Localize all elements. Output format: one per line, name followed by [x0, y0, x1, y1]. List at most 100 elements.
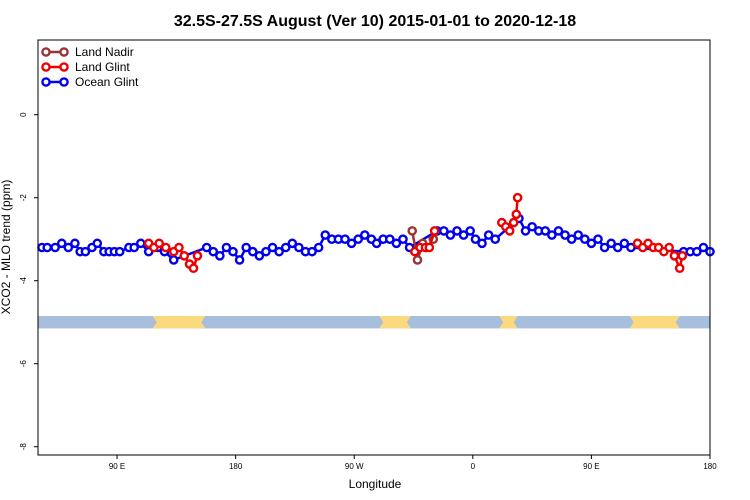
ocean-glint-point	[129, 242, 139, 253]
legend-label-land-glint: Land Glint	[75, 60, 130, 74]
ocean-glint-point	[215, 250, 225, 261]
y-tick-label: 0	[19, 112, 28, 117]
ocean-glint-point	[465, 226, 475, 236]
ocean-glint-point	[566, 234, 577, 244]
ocean-glint-point	[599, 242, 610, 253]
ocean-glint-point	[490, 234, 501, 244]
land-nadir-point	[412, 255, 423, 265]
ocean-glint-point	[254, 250, 265, 261]
land-glint-point	[511, 209, 522, 220]
ocean-glint-point	[586, 238, 597, 249]
ocean-glint-point	[619, 238, 630, 249]
ocean-glint-point	[201, 242, 212, 253]
y-axis: 0 -2 -4 -6 -8	[19, 112, 38, 450]
land-glint-point	[154, 238, 165, 249]
ocean-glint-point	[580, 234, 590, 244]
x-tick-label: 180	[703, 462, 717, 471]
y-tick-label: -2	[19, 194, 28, 202]
ocean-glint-point	[80, 246, 91, 257]
ocean-glint-point	[70, 238, 80, 249]
y-axis-label: XCO2 - MLO trend (ppm)	[0, 180, 13, 315]
legend-marker-land-nadir	[41, 47, 51, 57]
ocean-glint-point	[168, 255, 179, 265]
ocean-glint-point	[307, 246, 317, 257]
ocean-band	[38, 315, 710, 329]
ocean-glint-point	[520, 226, 531, 236]
ocean-glint-point	[353, 234, 363, 244]
ocean-glint-point	[63, 242, 74, 253]
land-band-segment	[152, 315, 206, 329]
chart-title: 32.5S-27.5S August (Ver 10) 2015-01-01 t…	[174, 13, 576, 30]
ocean-glint-point	[320, 230, 331, 240]
land-glint-point	[664, 242, 674, 253]
ocean-glint-point	[221, 242, 232, 253]
legend-marker-land-glint	[41, 62, 51, 72]
coverage-band	[38, 315, 710, 329]
ocean-glint-point	[114, 246, 125, 257]
ocean-glint-point	[606, 238, 616, 249]
ocean-glint-point	[391, 238, 402, 249]
ocean-glint-point	[234, 255, 245, 265]
legend-label-ocean-glint: Ocean Glint	[75, 75, 139, 89]
land-glint-point	[677, 250, 688, 261]
land-nadir-point	[407, 226, 418, 236]
land-glint-point	[669, 250, 680, 261]
ocean-glint-point	[371, 238, 382, 249]
ocean-glint-point	[346, 238, 357, 249]
land-glint-point	[674, 263, 685, 274]
ocean-glint-point	[547, 230, 557, 240]
ocean-glint-point	[612, 242, 623, 253]
ocean-glint-point	[241, 242, 251, 253]
land-glint-point	[508, 217, 519, 228]
ocean-glint-point	[452, 226, 462, 236]
ocean-glint-point	[340, 234, 350, 244]
ocean-glint-point	[359, 230, 370, 240]
ocean-glint-point	[477, 238, 487, 249]
ocean-glint-point	[92, 238, 103, 249]
ocean-glint-point	[445, 230, 456, 240]
legend-marker-ocean-glint	[59, 77, 69, 87]
land-glint-point	[192, 250, 203, 261]
legend-marker-land-nadir	[59, 47, 69, 57]
x-tick-label: 180	[229, 462, 243, 471]
land-band-segment	[629, 315, 680, 329]
x-axis-label: Longitude	[349, 477, 402, 491]
ocean-glint-point	[56, 238, 67, 249]
plot-frame	[37, 39, 711, 456]
ocean-glint-point	[439, 226, 449, 236]
ocean-glint-point	[274, 246, 284, 257]
ocean-glint-point	[527, 221, 537, 232]
land-glint-point	[161, 242, 171, 253]
ocean-glint-point	[458, 230, 469, 240]
ocean-glint-point	[280, 242, 291, 253]
ocean-glint-point	[294, 242, 304, 253]
ocean-glint-point	[483, 230, 494, 240]
ocean-glint-point	[698, 242, 709, 253]
legend-marker-ocean-glint	[41, 77, 51, 87]
land-glint-point	[424, 242, 435, 253]
ocean-glint-point	[470, 234, 481, 244]
x-tick-label: 90 W	[345, 462, 364, 471]
ocean-glint-point	[573, 230, 584, 240]
legend-marker-land-glint	[59, 62, 69, 72]
ocean-glint-point	[42, 242, 53, 253]
ocean-glint-point	[626, 242, 636, 253]
x-tick-label: 90 E	[583, 462, 599, 471]
ocean-glint-point	[287, 238, 298, 249]
y-tick-label: -8	[19, 443, 28, 451]
land-glint-point	[429, 226, 440, 236]
x-tick-label: 90 E	[109, 462, 125, 471]
y-tick-label: -6	[19, 360, 28, 368]
land-glint-point	[512, 192, 523, 203]
land-band-segment	[499, 315, 518, 329]
ocean-glint-point	[135, 238, 146, 249]
ocean-glint-point	[560, 230, 570, 240]
ocean-glint-point	[593, 234, 603, 244]
land-glint-point	[188, 263, 199, 274]
x-axis: 90 E 180 90 W 0 90 E 180	[109, 455, 717, 471]
ocean-glint-point	[208, 246, 219, 257]
plot-series	[37, 192, 715, 274]
land-band-segment	[379, 315, 411, 329]
